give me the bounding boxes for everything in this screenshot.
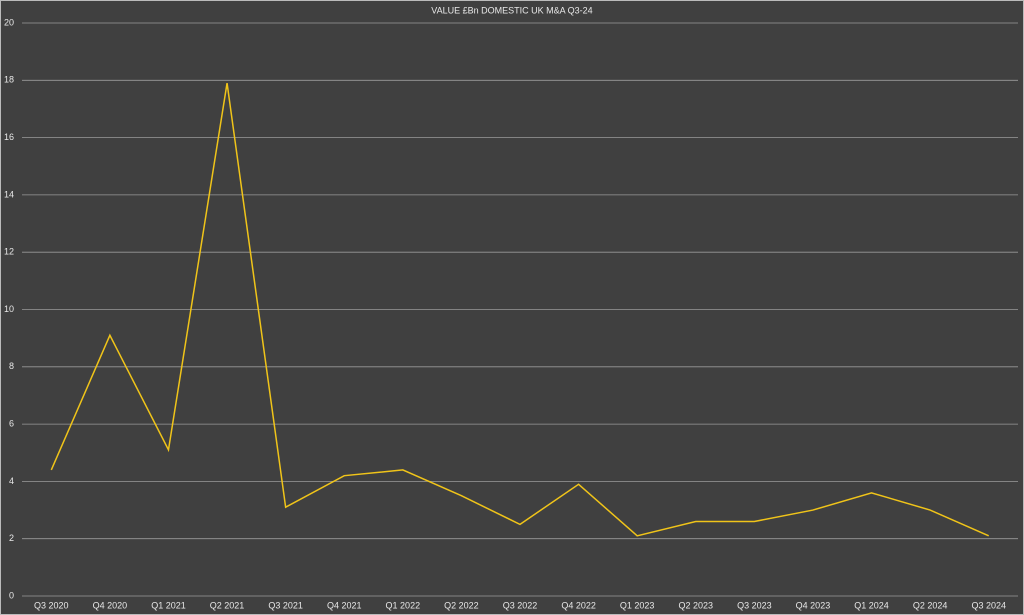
x-tick-label: Q1 2024 [854, 600, 889, 610]
y-tick-label: 20 [4, 17, 14, 27]
x-tick-label: Q4 2020 [93, 600, 128, 610]
chart-title: VALUE £Bn DOMESTIC UK M&A Q3-24 [431, 5, 592, 15]
x-tick-label: Q4 2023 [796, 600, 831, 610]
y-tick-label: 18 [4, 75, 14, 85]
y-tick-label: 6 [9, 418, 14, 428]
y-tick-label: 12 [4, 247, 14, 257]
x-tick-label: Q3 2021 [268, 600, 303, 610]
data-line [50, 83, 990, 537]
x-tick-label: Q3 2024 [971, 600, 1006, 610]
y-tick-label: 14 [4, 189, 14, 199]
x-tick-label: Q4 2021 [327, 600, 362, 610]
x-tick-label: Q1 2022 [386, 600, 421, 610]
x-tick-label: Q3 2022 [503, 600, 538, 610]
x-tick-label: Q2 2024 [913, 600, 948, 610]
y-tick-label: 0 [9, 590, 14, 600]
y-tick-label: 2 [9, 533, 14, 543]
y-tick-label: 10 [4, 304, 14, 314]
x-tick-label: Q1 2021 [151, 600, 186, 610]
x-tick-label: Q3 2023 [737, 600, 772, 610]
x-tick-label: Q3 2020 [34, 600, 69, 610]
x-tick-label: Q4 2022 [561, 600, 596, 610]
y-tick-label: 8 [9, 361, 14, 371]
x-tick-label: Q2 2023 [678, 600, 713, 610]
y-tick-label: 4 [9, 476, 14, 486]
y-tick-label: 16 [4, 132, 14, 142]
x-tick-label: Q2 2021 [210, 600, 245, 610]
x-tick-label: Q1 2023 [620, 600, 655, 610]
x-tick-label: Q2 2022 [444, 600, 479, 610]
